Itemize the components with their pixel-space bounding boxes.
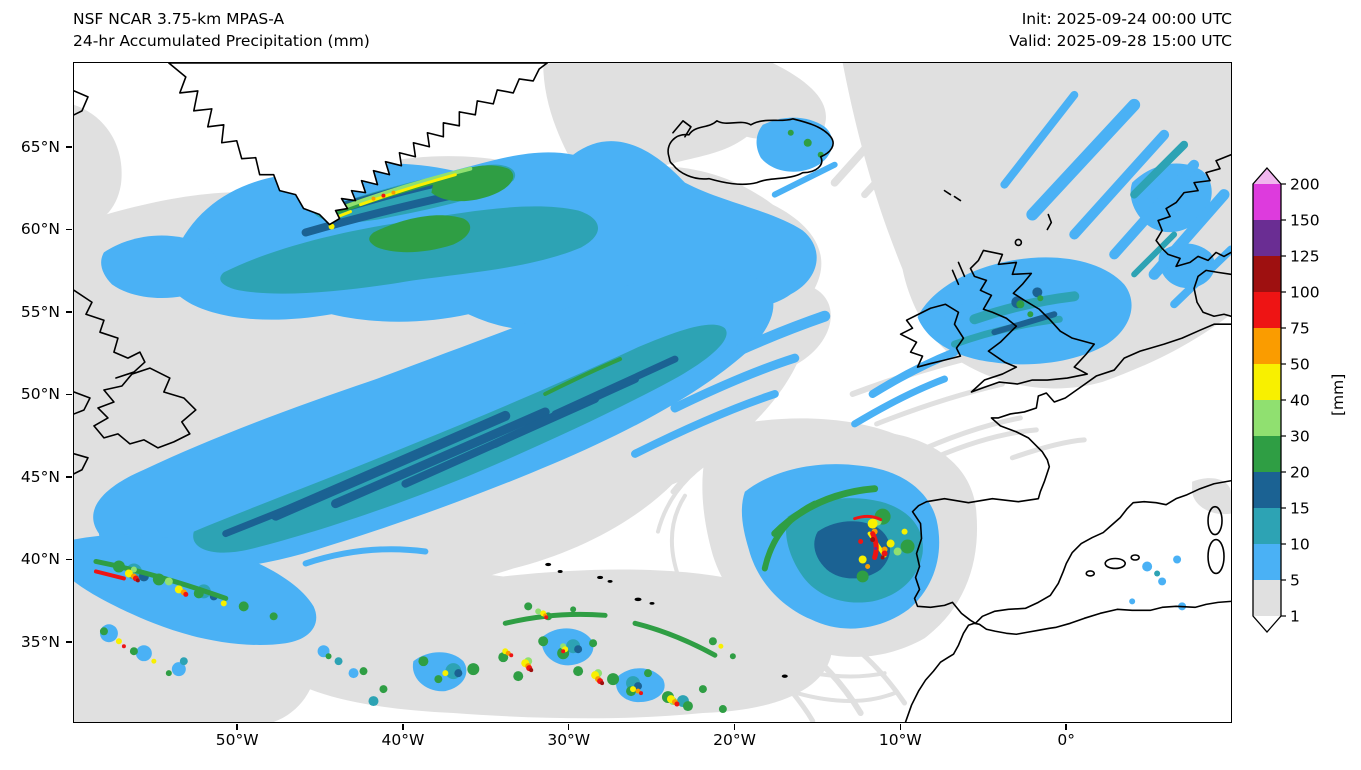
y-tick-mark: [66, 641, 72, 643]
y-tick-label: 65°N: [20, 137, 60, 156]
y-tick-label: 55°N: [20, 302, 60, 321]
colorbar-tick-label: 40: [1290, 392, 1310, 410]
colorbar-unit-label: [mm]: [1329, 373, 1347, 416]
y-tick-mark: [66, 393, 72, 396]
y-tick-mark: [66, 311, 72, 313]
colorbar-tick-label: 15: [1290, 500, 1310, 518]
colorbar-tick-label: 75: [1290, 320, 1310, 338]
y-tick-label: 45°N: [20, 467, 60, 486]
y-tick-mark: [66, 476, 72, 478]
precip-layer-100-125mm: [135, 537, 885, 686]
map-canvas: [74, 63, 1231, 722]
map-plot-area: [73, 62, 1232, 723]
colorbar-tick-label: 150: [1290, 212, 1320, 230]
init-time: Init: 2025-09-24 00:00 UTC: [1021, 10, 1232, 28]
y-tick-mark: [66, 558, 72, 561]
x-tick-label: 30°W: [547, 731, 591, 749]
x-tick-label: 40°W: [381, 731, 425, 749]
x-tick-label: 20°W: [713, 731, 756, 749]
x-tick-mark: [402, 724, 404, 730]
colorbar-tick-label: 10: [1290, 536, 1310, 554]
valid-time: Valid: 2025-09-28 15:00 UTC: [1009, 32, 1232, 50]
colorbar-tick-label: 30: [1290, 428, 1310, 446]
x-tick-label: 10°W: [878, 731, 922, 749]
x-tick-mark: [568, 724, 570, 730]
y-tick-mark: [66, 228, 72, 231]
model-name: NSF NCAR 3.75-km MPAS-A: [73, 10, 285, 28]
x-tick-mark: [733, 724, 736, 730]
colorbar-tick-label: 20: [1290, 464, 1310, 482]
colorbar-tick-label: 100: [1290, 284, 1320, 302]
figure-title-block: NSF NCAR 3.75-km MPAS-A 24-hr Accumulate…: [73, 8, 370, 52]
colorbar-tick-label: 125: [1290, 248, 1320, 266]
y-tick-label: 60°N: [20, 220, 60, 239]
y-tick-label: 35°N: [20, 632, 60, 651]
y-tick-label: 50°N: [20, 385, 60, 404]
y-tick-label: 40°N: [20, 550, 60, 569]
precip-layer-125-150mm: [874, 547, 878, 551]
colorbar-tick-label: 5: [1290, 572, 1300, 590]
x-tick-mark: [899, 724, 901, 730]
x-tick-mark: [1065, 724, 1067, 730]
colorbar-tick-label: 200: [1290, 176, 1320, 194]
product-name: 24-hr Accumulated Precipitation (mm): [73, 32, 370, 50]
colorbar-tick-label: 50: [1290, 356, 1310, 374]
x-tick-mark: [236, 724, 238, 730]
figure-time-block: Init: 2025-09-24 00:00 UTC Valid: 2025-0…: [1009, 8, 1232, 52]
x-tick-label: 50°W: [215, 731, 259, 749]
coastlines: [74, 63, 1231, 722]
colorbar-tick-label: 1: [1290, 608, 1300, 626]
y-tick-mark: [66, 146, 72, 148]
x-tick-label: 0°: [1057, 731, 1075, 749]
precip-layer-15-20mm: [138, 169, 1058, 691]
